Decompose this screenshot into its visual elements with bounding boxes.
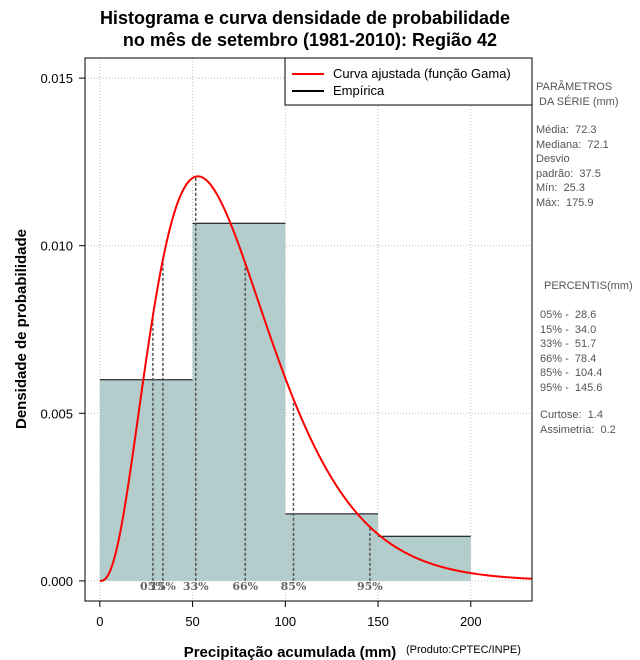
y-axis-label: Densidade de probabilidade [13, 229, 30, 429]
legend-curve-label: Curva ajustada (função Gama) [333, 66, 511, 81]
x-tick-label: 150 [367, 614, 389, 629]
product-credit: (Produto:CPTEC/INPE) [406, 644, 521, 656]
percentis-values: 05% - 28.6 15% - 34.0 33% - 51.7 66% - 7… [540, 309, 603, 394]
chart-title-line2: no mês de setembro (1981-2010): Região 4… [123, 30, 497, 50]
x-tick-label: 0 [96, 614, 103, 629]
percentile-label: 33% [183, 580, 209, 593]
x-tick-label: 100 [274, 614, 296, 629]
histogram-bar [192, 223, 286, 581]
shape-stats: Curtose: 1.4 Assimetria: 0.2 [540, 409, 616, 436]
y-tick-label: 0.005 [40, 406, 73, 421]
x-tick-label: 200 [460, 614, 482, 629]
percentile-label: 85% [281, 580, 307, 593]
x-axis-label: Precipitação acumulada (mm) [184, 644, 397, 660]
percentis-header: PERCENTIS(mm) [544, 280, 633, 292]
chart-title-line1: Histograma e curva densidade de probabil… [100, 8, 510, 28]
params-header: PARÂMETROS DA SÉRIE (mm) [536, 81, 619, 108]
legend-box [284, 57, 533, 106]
y-tick-label: 0.010 [40, 239, 73, 254]
params-stats: Média: 72.3 Mediana: 72.1 Desvio padrão:… [536, 124, 609, 209]
percentile-label: 05% [140, 580, 166, 593]
percentile-markers: 05%15% 33% 66% 85% 95% [140, 176, 383, 593]
percentile-label: 95% [357, 580, 383, 593]
gamma-curve [99, 175, 533, 582]
x-axis: 0 50 100 150 200 [96, 600, 482, 629]
histogram-bar [99, 379, 193, 581]
y-tick-label: 0.015 [40, 71, 73, 86]
y-tick-label: 0.000 [40, 574, 73, 589]
legend: Curva ajustada (função Gama) Empírica [284, 57, 533, 106]
percentile-label: 15% [150, 580, 176, 593]
percentile-label: 66% [232, 580, 258, 593]
histogram-bars [99, 222, 471, 581]
histogram-bar [378, 536, 471, 581]
histogram-bar [285, 513, 379, 581]
y-axis: 0.000 0.005 0.010 0.015 [40, 71, 86, 589]
legend-empirical-label: Empírica [333, 83, 385, 98]
x-tick-label: 50 [185, 614, 199, 629]
gamma-curve-layer [99, 175, 533, 582]
